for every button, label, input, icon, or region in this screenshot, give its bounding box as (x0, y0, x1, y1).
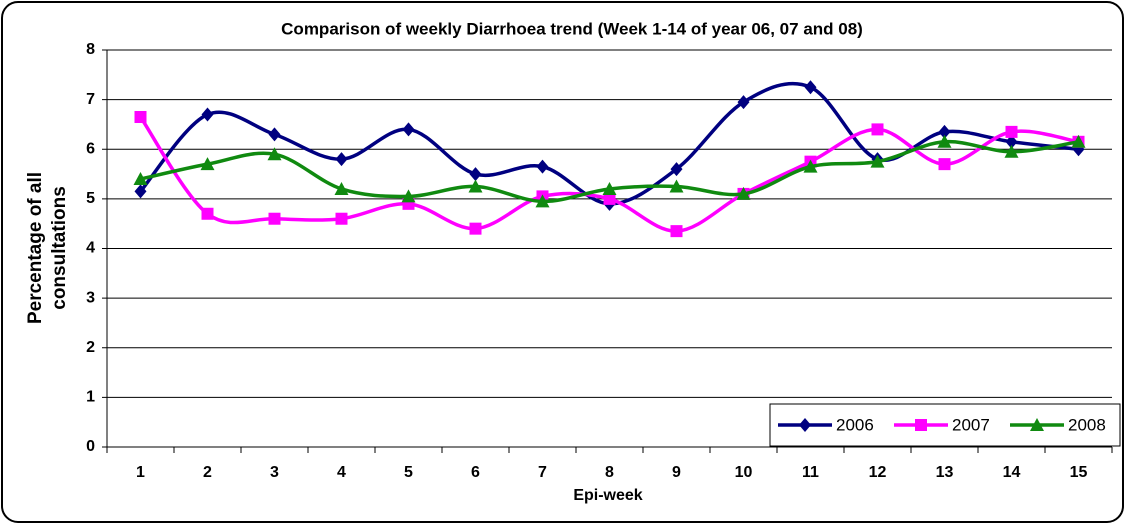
marker (268, 127, 281, 142)
y-tick-label: 6 (86, 140, 95, 157)
marker (134, 110, 147, 123)
y-tick-label: 3 (86, 289, 95, 306)
legend: 2006 2007 2008 (769, 403, 1121, 447)
marker (201, 107, 214, 122)
y-tick-label: 4 (86, 240, 95, 257)
x-tick-label: 8 (605, 464, 614, 481)
marker (870, 154, 885, 168)
marker (200, 157, 215, 171)
marker (334, 181, 349, 195)
legend-label: 2006 (836, 415, 874, 434)
marker (603, 192, 616, 205)
marker (1071, 134, 1086, 148)
marker (335, 212, 348, 225)
y-tick-label: 2 (86, 339, 95, 356)
y-axis-label: Percentage of all consultations (25, 172, 70, 324)
marker (602, 181, 617, 195)
marker (938, 124, 951, 139)
marker (669, 179, 684, 193)
marker (670, 225, 683, 238)
marker (469, 167, 482, 182)
marker (133, 172, 148, 186)
marker (335, 152, 348, 167)
x-tick-label: 11 (802, 464, 819, 481)
x-tick-label: 14 (1003, 464, 1021, 481)
y-tick-label: 5 (86, 190, 95, 207)
x-tick-label: 3 (270, 464, 279, 481)
marker (937, 134, 952, 148)
y-tick-label: 7 (86, 91, 95, 108)
marker (134, 184, 147, 199)
marker (670, 162, 683, 177)
x-tick-label: 15 (1070, 464, 1088, 481)
x-tick-label: 5 (404, 464, 413, 481)
marker (1005, 134, 1018, 149)
marker (799, 418, 811, 432)
x-tick-label: 6 (471, 464, 480, 481)
legend-label: 2008 (1068, 415, 1106, 434)
y-axis-label-line: consultations (49, 186, 70, 310)
x-tick-label: 7 (538, 464, 547, 481)
marker (535, 194, 550, 208)
x-tick-label: 10 (735, 464, 753, 481)
marker (401, 189, 416, 203)
y-tick-label: 1 (86, 389, 95, 406)
marker (1004, 144, 1019, 158)
marker (268, 212, 281, 225)
y-tick-label: 0 (86, 438, 95, 455)
marker (469, 222, 482, 235)
y-tick-label: 8 (86, 41, 95, 58)
marker (1030, 418, 1044, 431)
x-tick-label: 9 (672, 464, 681, 481)
marker (267, 147, 282, 161)
marker (736, 186, 751, 200)
marker (803, 159, 818, 173)
x-tick-label: 4 (337, 464, 346, 481)
y-axis-label-line: Percentage of all (25, 172, 46, 324)
legend-label: 2007 (952, 415, 990, 434)
marker (737, 95, 750, 110)
marker (938, 158, 951, 171)
marker (915, 419, 927, 431)
marker (804, 80, 817, 95)
marker (871, 123, 884, 136)
marker (201, 207, 214, 220)
marker (402, 122, 415, 137)
x-tick-label: 1 (136, 464, 145, 481)
marker (468, 179, 483, 193)
x-axis-label: Epi-week (573, 487, 642, 504)
x-tick-label: 13 (936, 464, 954, 481)
x-tick-label: 2 (203, 464, 212, 481)
marker (536, 159, 549, 174)
x-tick-label: 12 (869, 464, 887, 481)
chart-title: Comparison of weekly Diarrhoea trend (We… (281, 19, 863, 38)
marker (1005, 125, 1018, 138)
